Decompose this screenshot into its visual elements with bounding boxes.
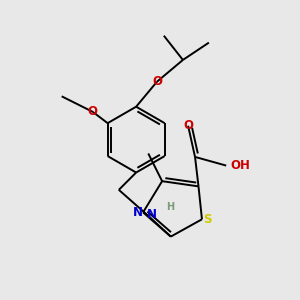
Text: O: O xyxy=(88,105,98,119)
Text: O: O xyxy=(152,75,162,88)
Text: O: O xyxy=(183,119,193,132)
Text: H: H xyxy=(166,202,174,212)
Text: OH: OH xyxy=(230,159,250,172)
Text: N: N xyxy=(147,208,157,220)
Text: S: S xyxy=(204,213,212,226)
Text: N: N xyxy=(133,206,143,219)
